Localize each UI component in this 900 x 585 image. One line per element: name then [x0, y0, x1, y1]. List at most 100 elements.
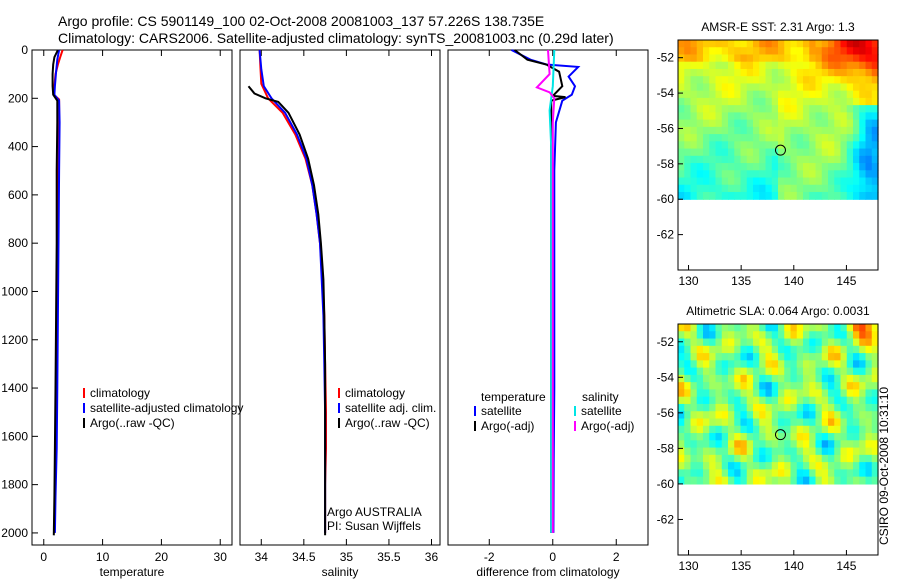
sla-map-heat-cell — [746, 382, 754, 391]
sst-map-heat-cell — [734, 191, 742, 200]
sst-map-heat-cell — [721, 54, 729, 63]
sla-map-heat-cell — [690, 367, 698, 376]
sla-map-heat-cell — [834, 403, 842, 412]
sst-map-heat-cell — [821, 68, 829, 77]
sst-map-heat-cell — [771, 97, 779, 106]
sla-map-heat-cell — [790, 353, 798, 361]
sla-map-heat-cell — [728, 418, 735, 427]
sla-map-heat-cell — [740, 425, 748, 434]
sla-map-heat-cell — [821, 345, 829, 354]
sla-map-heat-cell — [834, 367, 842, 376]
legend-label: Argo(-adj) — [481, 419, 534, 433]
sla-map-heat-cell — [771, 433, 779, 441]
sst-map-heat-cell — [721, 61, 729, 70]
sst-map-heat-cell — [828, 119, 835, 128]
sst-map-heat-cell — [871, 184, 879, 193]
sst-map-heat-cell — [834, 76, 842, 85]
sla-map-heat-cell — [690, 403, 698, 412]
sst-map-heat-cell — [765, 83, 773, 92]
sla-map-heat-cell — [778, 345, 785, 354]
sla-map-heat-cell — [715, 389, 723, 398]
sst-map-heat-cell — [715, 47, 723, 56]
sla-map-heat-cell — [821, 331, 829, 340]
sla-map-heat-cell — [821, 469, 829, 478]
sla-map-heat-cell — [715, 440, 723, 449]
sst-map-heat-cell — [740, 83, 748, 92]
sla-map-heat-cell — [809, 425, 817, 434]
sla-map-heat-cell — [815, 476, 823, 485]
legend-label: Argo(-adj) — [581, 419, 634, 433]
sst-map-heat-cell — [803, 177, 810, 186]
sla-map-heat-cell — [778, 454, 785, 463]
sst-map-heat-cell — [771, 76, 779, 85]
sst-map-heat-cell — [871, 163, 879, 171]
sst-map-heat-cell — [746, 155, 754, 164]
sst-map-heat-cell — [703, 126, 710, 135]
sla-map-heat-cell — [840, 462, 848, 470]
sst-map-heat-cell — [784, 54, 792, 63]
sst-map-heat-cell — [753, 134, 760, 142]
sla-map-heat-cell — [696, 440, 704, 449]
sla-map-heat-cell — [796, 382, 804, 391]
sst-map-heat-cell — [734, 105, 742, 113]
x-tick-label: 145 — [836, 559, 856, 573]
sla-map-heat-cell — [734, 360, 742, 369]
sst-map-heat-cell — [803, 61, 810, 70]
sst-map-heat-cell — [690, 112, 698, 121]
sst-map-heat-cell — [834, 47, 842, 56]
sst-map-heat-cell — [696, 54, 704, 63]
sst-map-heat-cell — [803, 126, 810, 135]
sla-map-heat-cell — [790, 338, 798, 347]
sla-map-heat-cell — [753, 382, 760, 391]
sst-map-heat-cell — [846, 184, 854, 193]
sst-map-heat-cell — [703, 47, 710, 56]
sla-map-heat-cell — [703, 324, 710, 332]
sla-map-heat-cell — [703, 353, 710, 361]
sla-map-heat-cell — [734, 462, 742, 470]
sla-map-heat-cell — [790, 382, 798, 391]
sst-map-heat-cell — [865, 191, 873, 200]
sla-map-heat-cell — [796, 425, 804, 434]
sst-map-heat-cell — [703, 155, 710, 164]
sla-map-heat-cell — [778, 353, 785, 361]
sla-map-heat-cell — [709, 462, 717, 470]
sst-map-heat-cell — [759, 134, 767, 142]
sla-map-heat-cell — [778, 389, 785, 398]
sla-map-heat-cell — [678, 469, 685, 478]
sst-map-heat-cell — [859, 68, 867, 77]
sst-map-heat-cell — [834, 155, 842, 164]
sst-map-heat-cell — [678, 184, 685, 193]
sla-map-heat-cell — [728, 462, 735, 470]
sst-map-heat-cell — [703, 148, 710, 157]
sst-map-heat-cell — [790, 191, 798, 200]
sla-map-heat-cell — [678, 403, 685, 412]
sst-map-heat-cell — [771, 148, 779, 157]
sla-map-heat-cell — [696, 331, 704, 340]
sst-map-heat-cell — [721, 47, 729, 56]
sst-map-heat-cell — [703, 76, 710, 85]
sst-map-heat-cell — [784, 126, 792, 135]
argo-institution-annotation: Argo AUSTRALIA — [327, 505, 422, 519]
sst-map-heat-cell — [840, 112, 848, 121]
sla-map-heat-cell — [803, 389, 810, 398]
sla-map-heat-cell — [690, 353, 698, 361]
sst-map-heat-cell — [778, 170, 785, 179]
sst-map-heat-cell — [840, 90, 848, 99]
sla-map-heat-cell — [790, 367, 798, 376]
sst-map-heat-cell — [740, 155, 748, 164]
sla-map-heat-cell — [690, 411, 698, 420]
sst-map-heat-cell — [765, 119, 773, 128]
sla-map-heat-cell — [746, 374, 754, 383]
sst-map-heat-cell — [865, 97, 873, 106]
sla-map-heat-cell — [828, 403, 835, 412]
sla-map-heat-cell — [771, 353, 779, 361]
sla-map-heat-cell — [865, 476, 873, 485]
sst-map-heat-cell — [778, 47, 785, 56]
sla-map-heat-cell — [803, 324, 810, 332]
sla-map-panel: Altimetric SLA: 0.064 Argo: 0.0031 130 135… — [657, 304, 879, 573]
sla-map-heat-cell — [734, 476, 742, 485]
sst-map-heat-cell — [790, 163, 798, 171]
sla-map-heat-cell — [871, 353, 879, 361]
sst-map-heat-cell — [696, 191, 704, 200]
sst-map-heat-cell — [703, 184, 710, 193]
